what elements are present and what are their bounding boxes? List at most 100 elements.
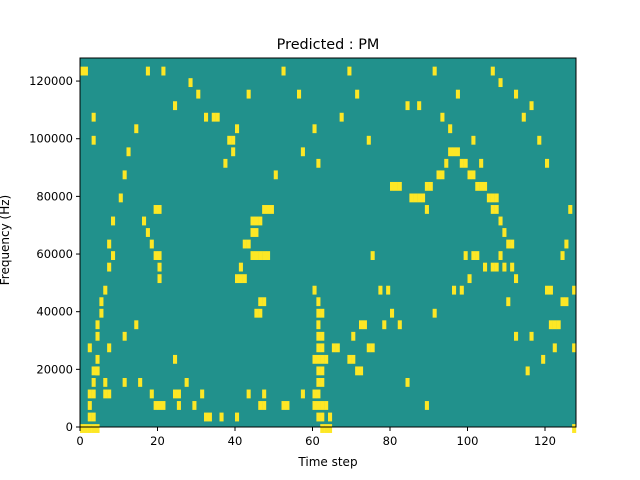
heatmap-cell-positive xyxy=(87,401,92,410)
heatmap-cell-positive xyxy=(145,228,150,237)
heatmap-cell-positive xyxy=(215,112,220,122)
heatmap-cell-positive xyxy=(397,181,402,191)
heatmap-cell-positive xyxy=(502,262,507,272)
heatmap-cell-positive xyxy=(242,239,247,249)
heatmap-cell-positive xyxy=(564,239,569,249)
heatmap-cell-positive xyxy=(134,124,139,134)
y-tick-label: 20000 xyxy=(36,362,73,376)
heatmap-cell-positive xyxy=(161,66,166,76)
heatmap-background xyxy=(80,58,576,427)
heatmap-cell-positive xyxy=(312,124,317,134)
heatmap-cell-positive xyxy=(107,262,112,272)
heatmap-cell-positive xyxy=(118,193,123,203)
heatmap-cell-positive xyxy=(506,297,511,307)
heatmap-cell-positive xyxy=(254,228,259,237)
heatmap-cell-positive xyxy=(320,424,325,433)
heatmap-cell-positive xyxy=(552,343,557,353)
heatmap-cell-positive xyxy=(107,239,112,249)
heatmap-cell-positive xyxy=(556,320,561,330)
heatmap-cell-positive xyxy=(370,343,375,353)
x-tick-label: 0 xyxy=(76,434,83,448)
heatmap-cell-positive xyxy=(95,424,100,433)
heatmap-cell-positive xyxy=(475,181,480,191)
heatmap-cell-positive xyxy=(83,66,88,76)
heatmap-cell-positive xyxy=(382,320,387,330)
heatmap-cell-positive xyxy=(514,274,519,284)
heatmap-cell-positive xyxy=(471,170,476,180)
heatmap-cell-positive xyxy=(339,112,344,122)
heatmap-cell-positive xyxy=(258,297,263,307)
heatmap-cell-positive xyxy=(122,331,127,341)
heatmap-cell-positive xyxy=(444,158,449,168)
heatmap-cell-positive xyxy=(87,389,92,399)
heatmap-cell-positive xyxy=(316,343,321,353)
heatmap-cell-positive xyxy=(91,135,96,145)
heatmap-cell-positive xyxy=(393,181,398,191)
heatmap-cell-positive xyxy=(262,389,267,399)
heatmap-cell-positive xyxy=(568,205,573,214)
heatmap-cell-positive xyxy=(242,274,247,284)
heatmap-cell-positive xyxy=(572,285,577,295)
heatmap-cell-positive xyxy=(235,124,240,134)
heatmap-cell-positive xyxy=(173,101,178,111)
heatmap-cell-positive xyxy=(316,401,321,410)
heatmap-cell-positive xyxy=(300,147,305,157)
heatmap-cell-positive xyxy=(320,331,325,341)
heatmap-cell-positive xyxy=(483,262,488,272)
heatmap-cell-positive xyxy=(362,320,367,330)
heatmap-cell-positive xyxy=(448,124,453,134)
heatmap-cell-positive xyxy=(173,389,178,399)
heatmap-cell-positive xyxy=(157,274,162,284)
heatmap-cell-positive xyxy=(386,285,391,295)
heatmap-cell-positive xyxy=(281,401,286,410)
heatmap-cell-positive xyxy=(510,239,515,249)
heatmap-cell-positive xyxy=(99,297,104,307)
heatmap-cell-positive xyxy=(490,193,495,203)
plot-frame xyxy=(79,57,577,428)
heatmap-cell-positive xyxy=(417,101,422,111)
heatmap-cell-positive xyxy=(157,251,162,260)
heatmap-cell-positive xyxy=(250,251,255,260)
heatmap-cell-positive xyxy=(459,285,464,295)
heatmap-cell-positive xyxy=(161,401,166,410)
heatmap-cell-positive xyxy=(91,389,96,399)
heatmap-cell-positive xyxy=(548,320,553,330)
heatmap-cell-positive xyxy=(250,216,255,226)
heatmap-cell-positive xyxy=(351,331,356,341)
heatmap-cell-positive xyxy=(424,401,429,410)
heatmap-cell-positive xyxy=(111,216,116,226)
heatmap-cell-positive xyxy=(498,216,503,226)
heatmap-cell-positive xyxy=(448,147,453,157)
heatmap-cell-positive xyxy=(273,170,278,180)
heatmap-cell-positive xyxy=(502,228,507,237)
heatmap-cell-positive xyxy=(316,354,321,364)
heatmap-cell-positive xyxy=(432,308,437,318)
heatmap-cell-positive xyxy=(87,343,92,353)
heatmap-cell-positive xyxy=(91,424,96,433)
heatmap-cell-positive xyxy=(176,389,181,399)
heatmap-cell-positive xyxy=(258,251,263,260)
heatmap-cell-positive xyxy=(572,343,577,353)
heatmap-cell-positive xyxy=(254,216,259,226)
heatmap-cell-positive xyxy=(250,228,255,237)
y-tick-label: 0 xyxy=(66,420,73,434)
heatmap-cell-positive xyxy=(80,66,85,76)
heatmap-cell-positive xyxy=(440,170,445,180)
heatmap-cell-positive xyxy=(204,412,209,422)
heatmap-cell-positive xyxy=(455,147,460,157)
heatmap-cell-positive xyxy=(99,308,104,318)
heatmap-cell-positive xyxy=(347,66,352,76)
heatmap-cell-positive xyxy=(521,112,526,122)
heatmap-cell-positive xyxy=(103,285,108,295)
heatmap-cell-positive xyxy=(498,78,503,88)
heatmap-cell-positive xyxy=(258,308,263,318)
y-axis-label: Frequency (Hz) xyxy=(0,195,12,286)
heatmap-cell-positive xyxy=(359,366,364,376)
heatmap-cell-positive xyxy=(320,412,325,422)
heatmap-cell-positive xyxy=(223,158,228,168)
heatmap-cell-positive xyxy=(541,354,546,364)
heatmap-cell-positive xyxy=(246,239,251,249)
heatmap-cell-positive xyxy=(269,205,274,214)
heatmap-cell-positive xyxy=(211,112,216,122)
chart-title: Predicted : PM xyxy=(277,37,380,53)
